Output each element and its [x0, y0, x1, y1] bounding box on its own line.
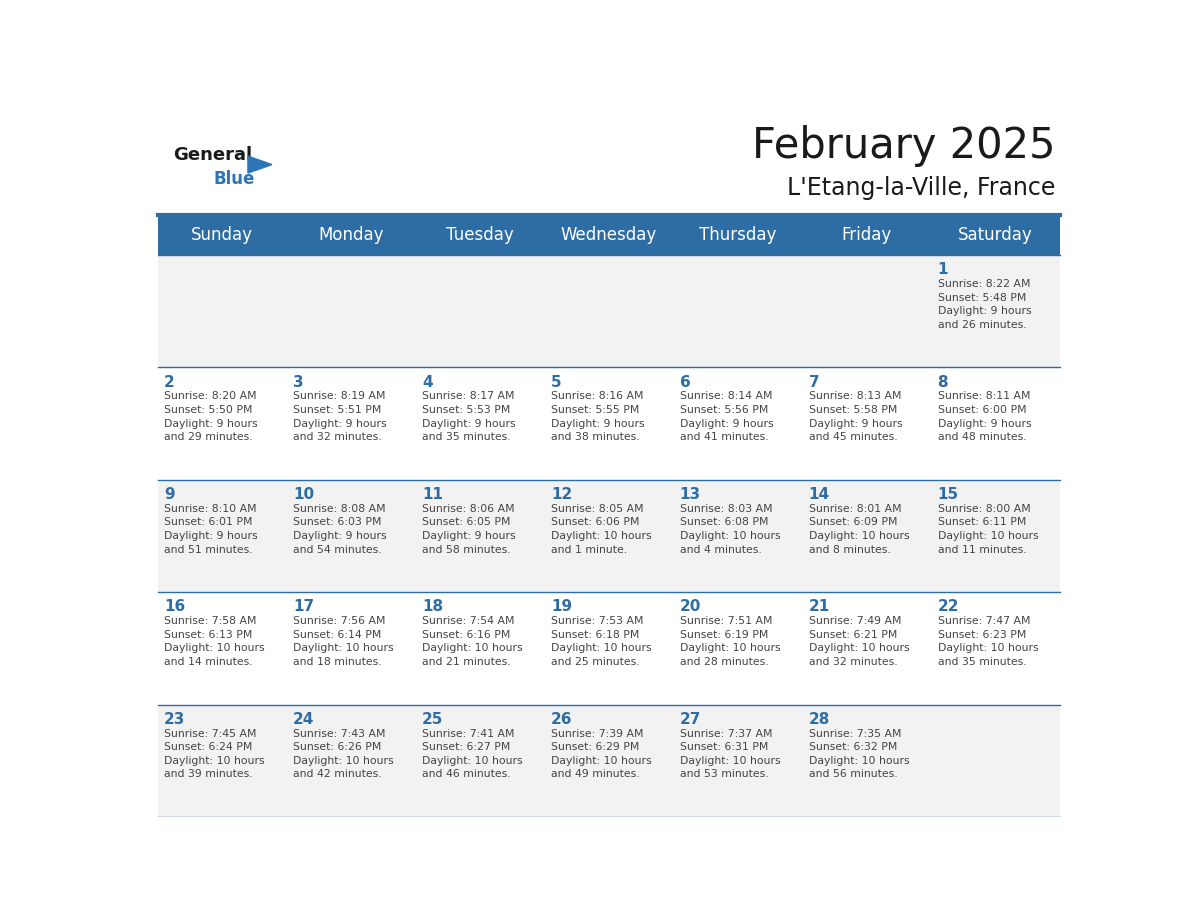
- Bar: [158, 215, 1060, 255]
- Text: 21: 21: [809, 599, 830, 614]
- Text: 3: 3: [293, 375, 304, 389]
- Bar: [158, 480, 1060, 592]
- Text: Sunrise: 8:16 AM
Sunset: 5:55 PM
Daylight: 9 hours
and 38 minutes.: Sunrise: 8:16 AM Sunset: 5:55 PM Dayligh…: [551, 391, 644, 442]
- Text: Sunrise: 7:41 AM
Sunset: 6:27 PM
Daylight: 10 hours
and 46 minutes.: Sunrise: 7:41 AM Sunset: 6:27 PM Dayligh…: [422, 729, 523, 779]
- Text: Sunrise: 7:56 AM
Sunset: 6:14 PM
Daylight: 10 hours
and 18 minutes.: Sunrise: 7:56 AM Sunset: 6:14 PM Dayligh…: [293, 616, 393, 667]
- Text: 20: 20: [680, 599, 701, 614]
- Bar: [158, 367, 1060, 480]
- Text: 27: 27: [680, 711, 701, 727]
- Text: Sunrise: 7:58 AM
Sunset: 6:13 PM
Daylight: 10 hours
and 14 minutes.: Sunrise: 7:58 AM Sunset: 6:13 PM Dayligh…: [164, 616, 265, 667]
- Text: 11: 11: [422, 487, 443, 502]
- Text: Saturday: Saturday: [959, 226, 1032, 244]
- Text: Sunrise: 7:51 AM
Sunset: 6:19 PM
Daylight: 10 hours
and 28 minutes.: Sunrise: 7:51 AM Sunset: 6:19 PM Dayligh…: [680, 616, 781, 667]
- Text: Sunrise: 8:08 AM
Sunset: 6:03 PM
Daylight: 9 hours
and 54 minutes.: Sunrise: 8:08 AM Sunset: 6:03 PM Dayligh…: [293, 504, 386, 554]
- Text: 17: 17: [293, 599, 314, 614]
- Bar: [158, 592, 1060, 705]
- Text: Sunday: Sunday: [191, 226, 253, 244]
- Text: Blue: Blue: [214, 171, 254, 188]
- Text: 23: 23: [164, 711, 185, 727]
- Text: Sunrise: 8:17 AM
Sunset: 5:53 PM
Daylight: 9 hours
and 35 minutes.: Sunrise: 8:17 AM Sunset: 5:53 PM Dayligh…: [422, 391, 516, 442]
- Text: 13: 13: [680, 487, 701, 502]
- Text: 14: 14: [809, 487, 829, 502]
- Text: Sunrise: 7:49 AM
Sunset: 6:21 PM
Daylight: 10 hours
and 32 minutes.: Sunrise: 7:49 AM Sunset: 6:21 PM Dayligh…: [809, 616, 909, 667]
- Text: Sunrise: 7:35 AM
Sunset: 6:32 PM
Daylight: 10 hours
and 56 minutes.: Sunrise: 7:35 AM Sunset: 6:32 PM Dayligh…: [809, 729, 909, 779]
- Text: Sunrise: 8:19 AM
Sunset: 5:51 PM
Daylight: 9 hours
and 32 minutes.: Sunrise: 8:19 AM Sunset: 5:51 PM Dayligh…: [293, 391, 386, 442]
- Text: 15: 15: [937, 487, 959, 502]
- Text: 24: 24: [293, 711, 315, 727]
- Text: Sunrise: 7:39 AM
Sunset: 6:29 PM
Daylight: 10 hours
and 49 minutes.: Sunrise: 7:39 AM Sunset: 6:29 PM Dayligh…: [551, 729, 651, 779]
- Text: 22: 22: [937, 599, 959, 614]
- Text: 7: 7: [809, 375, 820, 389]
- Text: 1: 1: [937, 263, 948, 277]
- Text: 10: 10: [293, 487, 314, 502]
- Text: 5: 5: [551, 375, 562, 389]
- Text: 12: 12: [551, 487, 573, 502]
- Text: 9: 9: [164, 487, 175, 502]
- Text: Sunrise: 8:06 AM
Sunset: 6:05 PM
Daylight: 9 hours
and 58 minutes.: Sunrise: 8:06 AM Sunset: 6:05 PM Dayligh…: [422, 504, 516, 554]
- Text: Sunrise: 8:05 AM
Sunset: 6:06 PM
Daylight: 10 hours
and 1 minute.: Sunrise: 8:05 AM Sunset: 6:06 PM Dayligh…: [551, 504, 651, 554]
- Text: Sunrise: 7:45 AM
Sunset: 6:24 PM
Daylight: 10 hours
and 39 minutes.: Sunrise: 7:45 AM Sunset: 6:24 PM Dayligh…: [164, 729, 265, 779]
- Text: Sunrise: 8:00 AM
Sunset: 6:11 PM
Daylight: 10 hours
and 11 minutes.: Sunrise: 8:00 AM Sunset: 6:11 PM Dayligh…: [937, 504, 1038, 554]
- Text: 28: 28: [809, 711, 830, 727]
- Text: 8: 8: [937, 375, 948, 389]
- Text: General: General: [173, 146, 253, 163]
- Text: Sunrise: 7:37 AM
Sunset: 6:31 PM
Daylight: 10 hours
and 53 minutes.: Sunrise: 7:37 AM Sunset: 6:31 PM Dayligh…: [680, 729, 781, 779]
- Text: Thursday: Thursday: [699, 226, 777, 244]
- Text: Friday: Friday: [841, 226, 892, 244]
- Text: Wednesday: Wednesday: [561, 226, 657, 244]
- Polygon shape: [248, 156, 272, 174]
- Text: Sunrise: 7:53 AM
Sunset: 6:18 PM
Daylight: 10 hours
and 25 minutes.: Sunrise: 7:53 AM Sunset: 6:18 PM Dayligh…: [551, 616, 651, 667]
- Text: Sunrise: 8:10 AM
Sunset: 6:01 PM
Daylight: 9 hours
and 51 minutes.: Sunrise: 8:10 AM Sunset: 6:01 PM Dayligh…: [164, 504, 258, 554]
- Text: 25: 25: [422, 711, 443, 727]
- Text: Tuesday: Tuesday: [446, 226, 514, 244]
- Text: Sunrise: 8:11 AM
Sunset: 6:00 PM
Daylight: 9 hours
and 48 minutes.: Sunrise: 8:11 AM Sunset: 6:00 PM Dayligh…: [937, 391, 1031, 442]
- Text: 26: 26: [551, 711, 573, 727]
- Text: Monday: Monday: [318, 226, 384, 244]
- Text: Sunrise: 8:01 AM
Sunset: 6:09 PM
Daylight: 10 hours
and 8 minutes.: Sunrise: 8:01 AM Sunset: 6:09 PM Dayligh…: [809, 504, 909, 554]
- Text: 19: 19: [551, 599, 571, 614]
- Text: 4: 4: [422, 375, 432, 389]
- Bar: [158, 255, 1060, 367]
- Text: Sunrise: 7:54 AM
Sunset: 6:16 PM
Daylight: 10 hours
and 21 minutes.: Sunrise: 7:54 AM Sunset: 6:16 PM Dayligh…: [422, 616, 523, 667]
- Text: Sunrise: 8:03 AM
Sunset: 6:08 PM
Daylight: 10 hours
and 4 minutes.: Sunrise: 8:03 AM Sunset: 6:08 PM Dayligh…: [680, 504, 781, 554]
- Text: Sunrise: 7:43 AM
Sunset: 6:26 PM
Daylight: 10 hours
and 42 minutes.: Sunrise: 7:43 AM Sunset: 6:26 PM Dayligh…: [293, 729, 393, 779]
- Text: Sunrise: 8:13 AM
Sunset: 5:58 PM
Daylight: 9 hours
and 45 minutes.: Sunrise: 8:13 AM Sunset: 5:58 PM Dayligh…: [809, 391, 902, 442]
- Text: 16: 16: [164, 599, 185, 614]
- Text: February 2025: February 2025: [752, 125, 1055, 166]
- Text: Sunrise: 8:22 AM
Sunset: 5:48 PM
Daylight: 9 hours
and 26 minutes.: Sunrise: 8:22 AM Sunset: 5:48 PM Dayligh…: [937, 279, 1031, 330]
- Text: Sunrise: 8:14 AM
Sunset: 5:56 PM
Daylight: 9 hours
and 41 minutes.: Sunrise: 8:14 AM Sunset: 5:56 PM Dayligh…: [680, 391, 773, 442]
- Text: Sunrise: 7:47 AM
Sunset: 6:23 PM
Daylight: 10 hours
and 35 minutes.: Sunrise: 7:47 AM Sunset: 6:23 PM Dayligh…: [937, 616, 1038, 667]
- Bar: [158, 705, 1060, 817]
- Text: L'Etang-la-Ville, France: L'Etang-la-Ville, France: [786, 176, 1055, 200]
- Text: 2: 2: [164, 375, 175, 389]
- Text: 18: 18: [422, 599, 443, 614]
- Text: Sunrise: 8:20 AM
Sunset: 5:50 PM
Daylight: 9 hours
and 29 minutes.: Sunrise: 8:20 AM Sunset: 5:50 PM Dayligh…: [164, 391, 258, 442]
- Text: 6: 6: [680, 375, 690, 389]
